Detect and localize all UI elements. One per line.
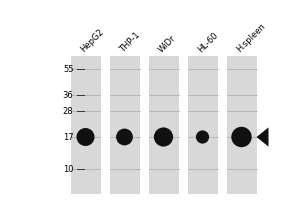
Text: H.spleen: H.spleen [235, 22, 268, 54]
Bar [70, 56, 101, 194]
Ellipse shape [196, 130, 209, 144]
Text: 36: 36 [63, 90, 74, 99]
Text: 17: 17 [63, 133, 74, 142]
Text: 55: 55 [63, 64, 74, 73]
Bar [110, 56, 140, 194]
Bar [63, 56, 264, 194]
Text: HepG2: HepG2 [79, 27, 106, 54]
Text: WiDr: WiDr [157, 33, 178, 54]
Text: 10: 10 [63, 164, 74, 173]
Bar [226, 56, 256, 194]
Polygon shape [256, 127, 268, 147]
Bar [188, 56, 218, 194]
Ellipse shape [231, 127, 252, 147]
Ellipse shape [154, 127, 173, 147]
Text: HL-60: HL-60 [196, 30, 220, 54]
Text: THP-1: THP-1 [118, 30, 142, 54]
Ellipse shape [116, 129, 133, 145]
Ellipse shape [76, 128, 94, 146]
Bar [148, 56, 178, 194]
Text: 28: 28 [63, 107, 74, 116]
